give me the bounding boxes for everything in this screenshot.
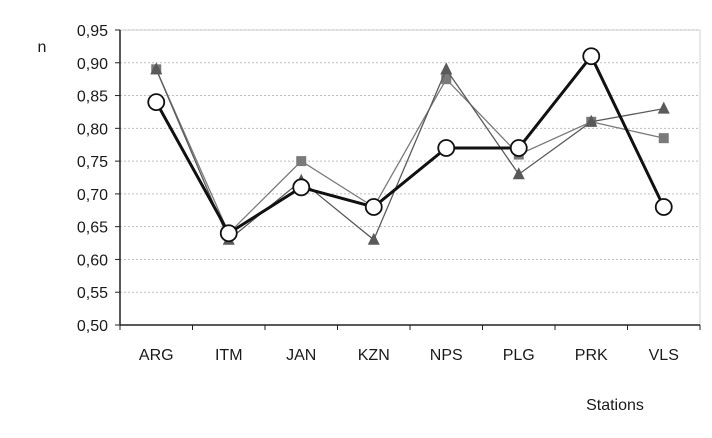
data-point-circle	[654, 198, 673, 216]
x-tick-label: VLS	[649, 347, 679, 364]
data-point-triangle	[440, 62, 453, 75]
y-tick-label: 0,55	[77, 285, 108, 302]
y-tick-label: 0,50	[77, 318, 108, 335]
data-point-square	[658, 133, 669, 144]
data-point-circle	[292, 178, 311, 197]
y-tick-label: 0,95	[77, 23, 108, 40]
y-tick-label: 0,70	[77, 187, 108, 204]
data-point-square	[441, 74, 452, 85]
x-tick-label: ARG	[139, 347, 174, 364]
series-line	[154, 53, 666, 236]
x-tick-label: PRK	[575, 347, 608, 364]
x-tick-label: PLG	[503, 347, 535, 364]
data-point-triangle	[512, 167, 525, 180]
y-tick-label: 0,60	[77, 252, 108, 269]
data-point-circle	[364, 198, 383, 216]
data-point-triangle	[150, 62, 163, 75]
data-point-circle	[219, 224, 238, 243]
x-tick-label: ITM	[215, 347, 243, 364]
series-line	[155, 67, 664, 241]
y-tick-label: 0,65	[77, 220, 108, 237]
series-line	[155, 69, 664, 235]
x-tick-label: KZN	[358, 347, 390, 364]
series-group	[147, 47, 673, 245]
y-tick-label: 0,90	[77, 56, 108, 73]
data-point-circle	[582, 47, 601, 66]
data-point-square	[296, 156, 307, 167]
y-tick-label: 0,75	[77, 154, 108, 171]
data-point-circle	[147, 93, 166, 112]
data-point-triangle	[585, 114, 598, 127]
y-tick-label: 0,80	[77, 121, 108, 138]
x-tick-label: JAN	[286, 347, 316, 364]
x-axis-label: Stations	[586, 397, 644, 414]
x-tick-label: NPS	[430, 347, 463, 364]
y-axis-label: n	[38, 39, 47, 56]
y-tick-label: 0,85	[77, 89, 108, 106]
y-tick-labels: 0,50 0,55 0,60 0,65 0,70 0,75 0,80 0,85 0,90 0,95	[77, 23, 108, 335]
series-circle	[147, 47, 673, 243]
data-point-circle	[437, 139, 456, 157]
data-point-triangle	[367, 232, 380, 245]
gridlines	[115, 29, 700, 326]
data-point-circle	[509, 139, 528, 157]
x-tick-labels: ARG ITM JAN KZN NPS PLG PRK VLS	[119, 325, 701, 364]
data-point-triangle	[657, 101, 670, 114]
